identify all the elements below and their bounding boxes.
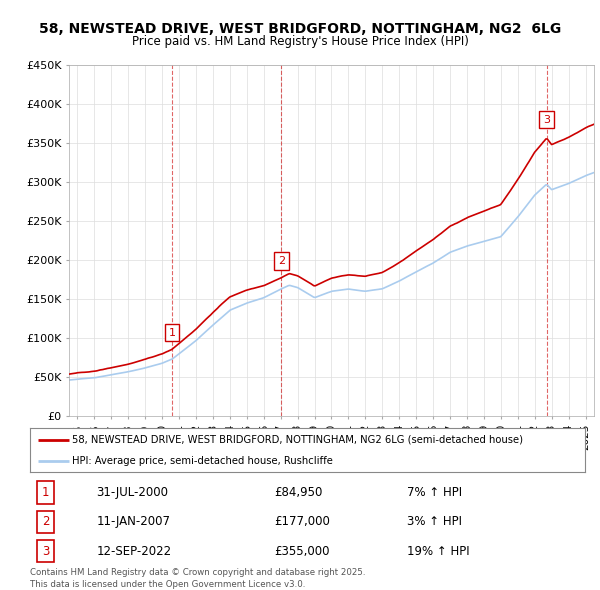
Text: 7% ↑ HPI: 7% ↑ HPI [407,486,463,499]
Text: HPI: Average price, semi-detached house, Rushcliffe: HPI: Average price, semi-detached house,… [71,456,332,466]
Text: 11-JAN-2007: 11-JAN-2007 [97,515,170,529]
Text: 3: 3 [42,545,49,558]
Text: £84,950: £84,950 [274,486,323,499]
Text: 19% ↑ HPI: 19% ↑ HPI [407,545,470,558]
Text: 3: 3 [543,114,550,124]
Text: Contains HM Land Registry data © Crown copyright and database right 2025.
This d: Contains HM Land Registry data © Crown c… [30,568,365,589]
Text: 2: 2 [42,515,49,529]
Text: 31-JUL-2000: 31-JUL-2000 [97,486,169,499]
Text: Price paid vs. HM Land Registry's House Price Index (HPI): Price paid vs. HM Land Registry's House … [131,35,469,48]
Text: £177,000: £177,000 [274,515,330,529]
Text: 58, NEWSTEAD DRIVE, WEST BRIDGFORD, NOTTINGHAM, NG2 6LG (semi-detached house): 58, NEWSTEAD DRIVE, WEST BRIDGFORD, NOTT… [71,435,523,445]
Text: 3% ↑ HPI: 3% ↑ HPI [407,515,463,529]
Text: 1: 1 [169,327,175,337]
Text: 58, NEWSTEAD DRIVE, WEST BRIDGFORD, NOTTINGHAM, NG2  6LG: 58, NEWSTEAD DRIVE, WEST BRIDGFORD, NOTT… [39,22,561,37]
Text: 12-SEP-2022: 12-SEP-2022 [97,545,172,558]
Text: £355,000: £355,000 [274,545,330,558]
Text: 1: 1 [42,486,49,499]
Text: 2: 2 [278,255,285,266]
